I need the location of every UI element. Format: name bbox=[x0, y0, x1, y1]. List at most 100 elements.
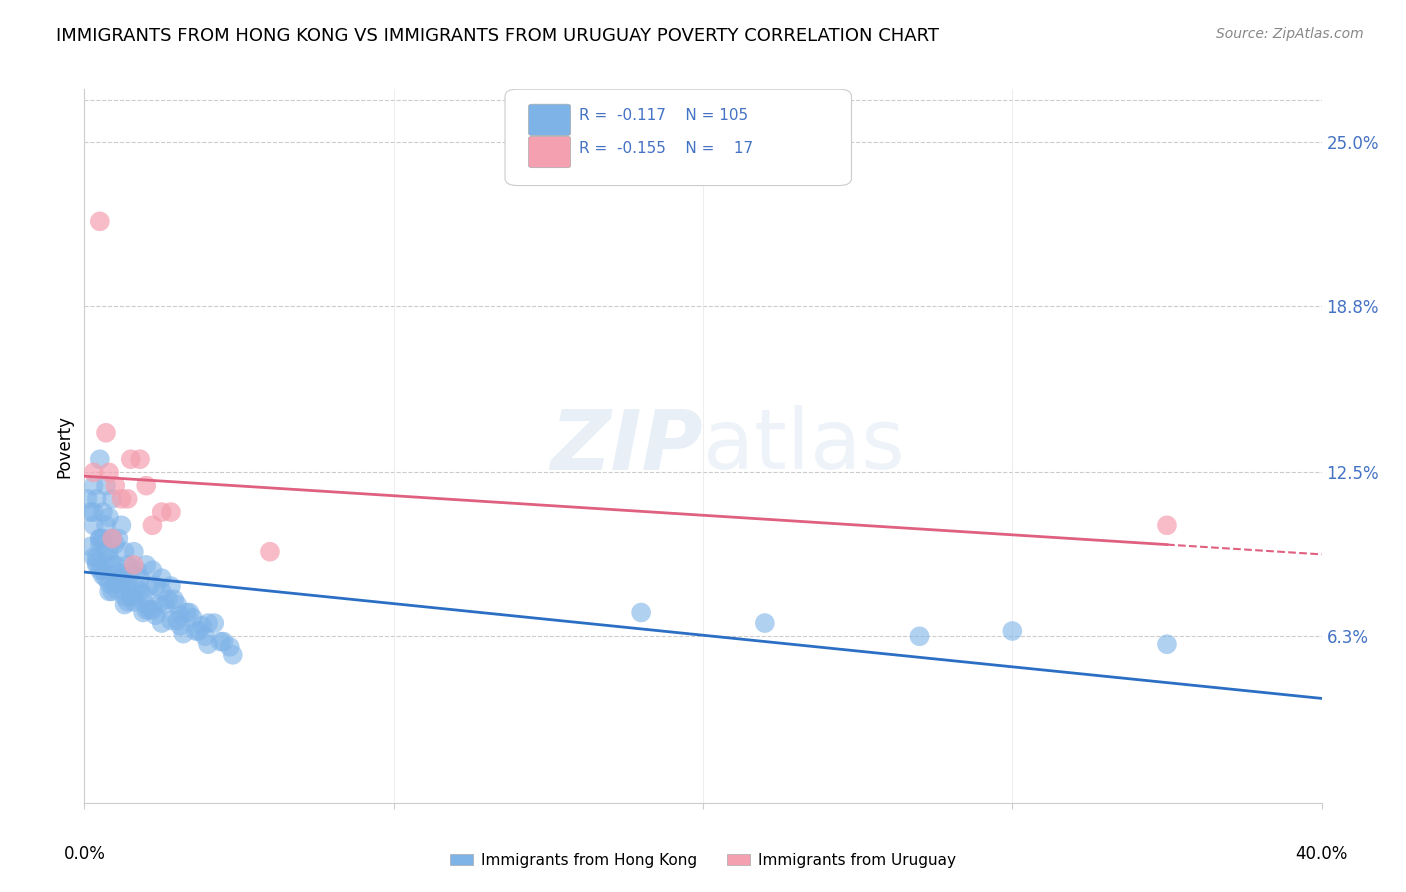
Point bbox=[98, 466, 121, 480]
Point bbox=[89, 214, 111, 228]
Point bbox=[98, 545, 121, 559]
Text: atlas: atlas bbox=[703, 406, 904, 486]
Point bbox=[141, 518, 163, 533]
Point bbox=[135, 603, 157, 617]
Point bbox=[160, 505, 183, 519]
Point bbox=[79, 540, 101, 554]
Point bbox=[125, 563, 148, 577]
Point bbox=[181, 611, 204, 625]
Point bbox=[91, 568, 114, 582]
Point bbox=[94, 518, 117, 533]
Point bbox=[125, 582, 148, 596]
Point bbox=[1001, 624, 1024, 638]
FancyBboxPatch shape bbox=[529, 104, 571, 136]
Point bbox=[94, 571, 117, 585]
Point bbox=[91, 505, 114, 519]
Point bbox=[117, 491, 139, 506]
Point bbox=[98, 552, 121, 566]
Point bbox=[132, 606, 155, 620]
Point bbox=[1156, 637, 1178, 651]
Point bbox=[187, 624, 209, 638]
Point bbox=[86, 549, 108, 564]
Point bbox=[89, 563, 111, 577]
Point bbox=[122, 545, 145, 559]
Point bbox=[117, 576, 139, 591]
Point bbox=[104, 537, 127, 551]
Point bbox=[153, 598, 176, 612]
Point bbox=[83, 466, 105, 480]
Text: R =  -0.155    N =    17: R = -0.155 N = 17 bbox=[579, 141, 754, 156]
Point bbox=[120, 452, 142, 467]
Point bbox=[89, 537, 111, 551]
Point bbox=[114, 545, 136, 559]
Point bbox=[83, 549, 105, 564]
Point bbox=[98, 510, 121, 524]
Point bbox=[135, 598, 157, 612]
Point bbox=[138, 603, 160, 617]
Point bbox=[101, 532, 124, 546]
Point bbox=[166, 614, 188, 628]
Point bbox=[145, 579, 167, 593]
Point bbox=[94, 425, 117, 440]
FancyBboxPatch shape bbox=[529, 136, 571, 168]
Point bbox=[79, 505, 101, 519]
Point bbox=[83, 518, 105, 533]
Point bbox=[101, 491, 124, 506]
Point bbox=[110, 568, 132, 582]
Point bbox=[212, 634, 235, 648]
Point bbox=[145, 608, 167, 623]
Point bbox=[138, 579, 160, 593]
Point bbox=[1156, 518, 1178, 533]
Point bbox=[86, 491, 108, 506]
Point bbox=[107, 576, 129, 591]
Point bbox=[150, 584, 173, 599]
Point bbox=[94, 545, 117, 559]
Text: IMMIGRANTS FROM HONG KONG VS IMMIGRANTS FROM URUGUAY POVERTY CORRELATION CHART: IMMIGRANTS FROM HONG KONG VS IMMIGRANTS … bbox=[56, 27, 939, 45]
Point bbox=[129, 584, 152, 599]
Point bbox=[150, 571, 173, 585]
Point bbox=[197, 616, 219, 631]
Point bbox=[122, 590, 145, 604]
Point bbox=[101, 584, 124, 599]
Point bbox=[114, 571, 136, 585]
Point bbox=[908, 629, 931, 643]
Point bbox=[94, 478, 117, 492]
Point bbox=[89, 532, 111, 546]
Point bbox=[104, 576, 127, 591]
Y-axis label: Poverty: Poverty bbox=[55, 415, 73, 477]
Point bbox=[160, 614, 183, 628]
Point bbox=[150, 505, 173, 519]
Point bbox=[110, 491, 132, 506]
Point bbox=[107, 566, 129, 580]
Point bbox=[176, 606, 198, 620]
Point bbox=[129, 571, 152, 585]
Point bbox=[163, 592, 186, 607]
Point bbox=[120, 584, 142, 599]
Text: R =  -0.117    N = 105: R = -0.117 N = 105 bbox=[579, 108, 748, 123]
Point bbox=[122, 558, 145, 572]
Point bbox=[150, 616, 173, 631]
Point bbox=[117, 595, 139, 609]
Point bbox=[104, 582, 127, 596]
Point bbox=[166, 598, 188, 612]
Point bbox=[132, 587, 155, 601]
Point bbox=[91, 563, 114, 577]
FancyBboxPatch shape bbox=[505, 89, 852, 186]
Point bbox=[209, 634, 232, 648]
Point bbox=[101, 558, 124, 572]
Point bbox=[89, 532, 111, 546]
Point bbox=[110, 571, 132, 585]
Point bbox=[259, 545, 281, 559]
Point bbox=[129, 452, 152, 467]
Point bbox=[122, 595, 145, 609]
Point bbox=[120, 590, 142, 604]
Point bbox=[104, 478, 127, 492]
Legend: Immigrants from Hong Kong, Immigrants from Uruguay: Immigrants from Hong Kong, Immigrants fr… bbox=[444, 847, 962, 873]
Text: 40.0%: 40.0% bbox=[1295, 845, 1348, 863]
Point bbox=[202, 616, 225, 631]
Point bbox=[169, 608, 191, 623]
Point bbox=[141, 563, 163, 577]
Point bbox=[98, 584, 121, 599]
Point bbox=[120, 590, 142, 604]
Point bbox=[104, 558, 127, 572]
